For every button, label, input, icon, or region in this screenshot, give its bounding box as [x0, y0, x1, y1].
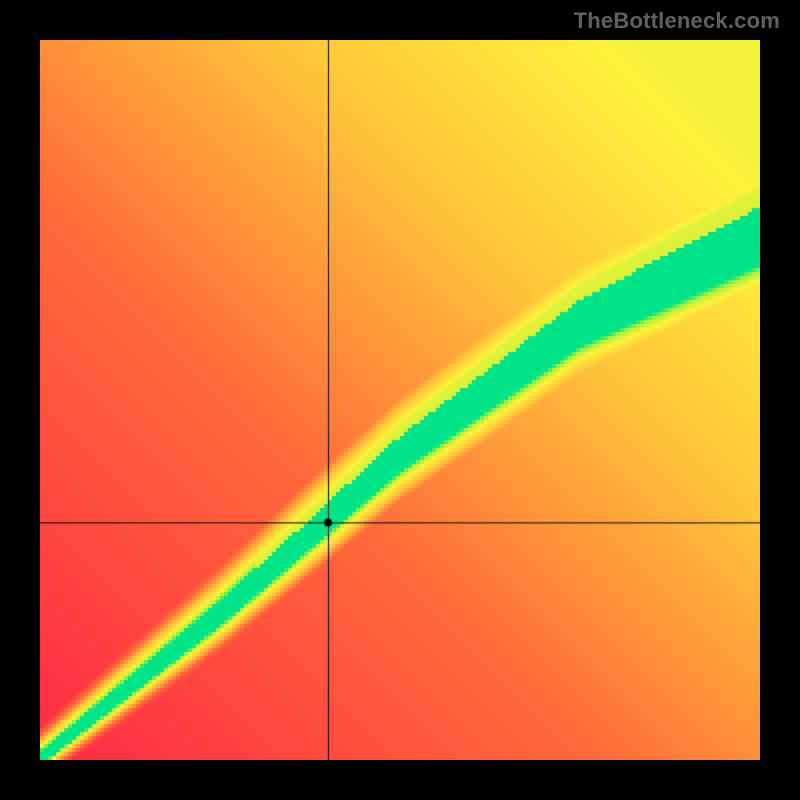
chart-container: TheBottleneck.com [0, 0, 800, 800]
watermark-text: TheBottleneck.com [574, 8, 780, 34]
bottleneck-heatmap [40, 40, 760, 760]
